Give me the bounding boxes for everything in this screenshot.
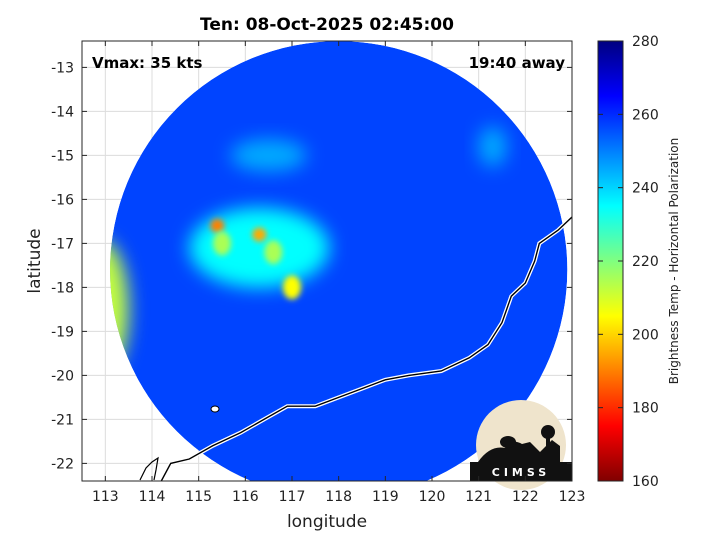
swath-feature-convection: [264, 240, 283, 265]
logo-tower-tank: [541, 425, 555, 439]
colorbar-tick-label: 200: [632, 327, 659, 343]
swath-feature-upper-cloud-band: [230, 139, 307, 172]
colorbar-tick-label: 160: [632, 474, 659, 490]
x-tick-label: 116: [232, 489, 259, 505]
x-axis-label: longitude: [287, 512, 367, 532]
chart-title: Ten: 08-Oct-2025 02:45:00: [200, 15, 454, 35]
y-tick-label: -22: [51, 456, 74, 472]
y-tick-label: -18: [51, 280, 74, 296]
x-tick-label: 120: [419, 489, 446, 505]
x-tick-label: 123: [559, 489, 586, 505]
swath-feature-deep-convection: [252, 227, 267, 242]
y-tick-label: -15: [51, 148, 74, 164]
x-tick-label: 122: [512, 489, 539, 505]
colorbar-tick-label: 180: [632, 401, 659, 417]
swath-feature-convection: [213, 231, 231, 256]
swath-feature-northeast-cloud: [478, 126, 507, 167]
coastline-fragment: [139, 456, 159, 481]
x-tick-label: 119: [372, 489, 399, 505]
island: [210, 405, 220, 413]
time-away-label: 19:40 away: [469, 54, 566, 72]
x-axis: 113 114 115 116 117 118 119 120 121 122 123: [92, 41, 585, 505]
logo-tower-leg: [546, 438, 550, 462]
y-tick-label: -20: [51, 368, 74, 384]
logo-text: CIMSS: [492, 466, 550, 479]
x-tick-label: 117: [279, 489, 306, 505]
y-tick-label: -16: [51, 192, 74, 208]
y-tick-label: -14: [51, 104, 74, 120]
x-tick-label: 113: [92, 489, 119, 505]
axes-frame: [81, 40, 573, 482]
swath-background: [109, 41, 568, 481]
y-tick-label: -13: [51, 60, 74, 76]
cimss-logo: CIMSS: [470, 400, 572, 490]
x-tick-label: 121: [465, 489, 492, 505]
logo-silhouette: [478, 440, 560, 462]
swath-feature-cold-band-core: [189, 207, 330, 288]
logo-band: [470, 462, 572, 481]
colorbar-tick-label: 260: [632, 107, 659, 123]
x-tick-label: 115: [185, 489, 212, 505]
logo-dish: [500, 436, 516, 448]
colorbar-tick-label: 220: [632, 254, 659, 270]
colorbar-tick-label: 240: [632, 181, 659, 197]
swath-feature-convection: [283, 275, 301, 300]
y-tick-label: -17: [51, 236, 74, 252]
x-tick-label: 114: [139, 489, 166, 505]
swath-layer: [109, 41, 568, 481]
y-axis-label: latitude: [25, 228, 45, 293]
vmax-label: Vmax: 35 kts: [92, 54, 202, 72]
coastline: [160, 216, 572, 481]
swath-feature-deep-convection: [210, 218, 225, 233]
y-tick-label: -19: [51, 324, 74, 340]
colorbar-label: Brightness Temp - Horizontal Polarizatio…: [667, 138, 681, 385]
colorbar-ticks: 280 260 240 220 200 180 160: [598, 34, 659, 490]
y-axis: -13 -14 -15 -16 -17 -18 -19 -20 -21 -22: [51, 60, 572, 472]
x-tick-label: 118: [325, 489, 352, 505]
y-tick-label: -21: [51, 412, 74, 428]
colorbar-tick-label: 280: [632, 34, 659, 50]
